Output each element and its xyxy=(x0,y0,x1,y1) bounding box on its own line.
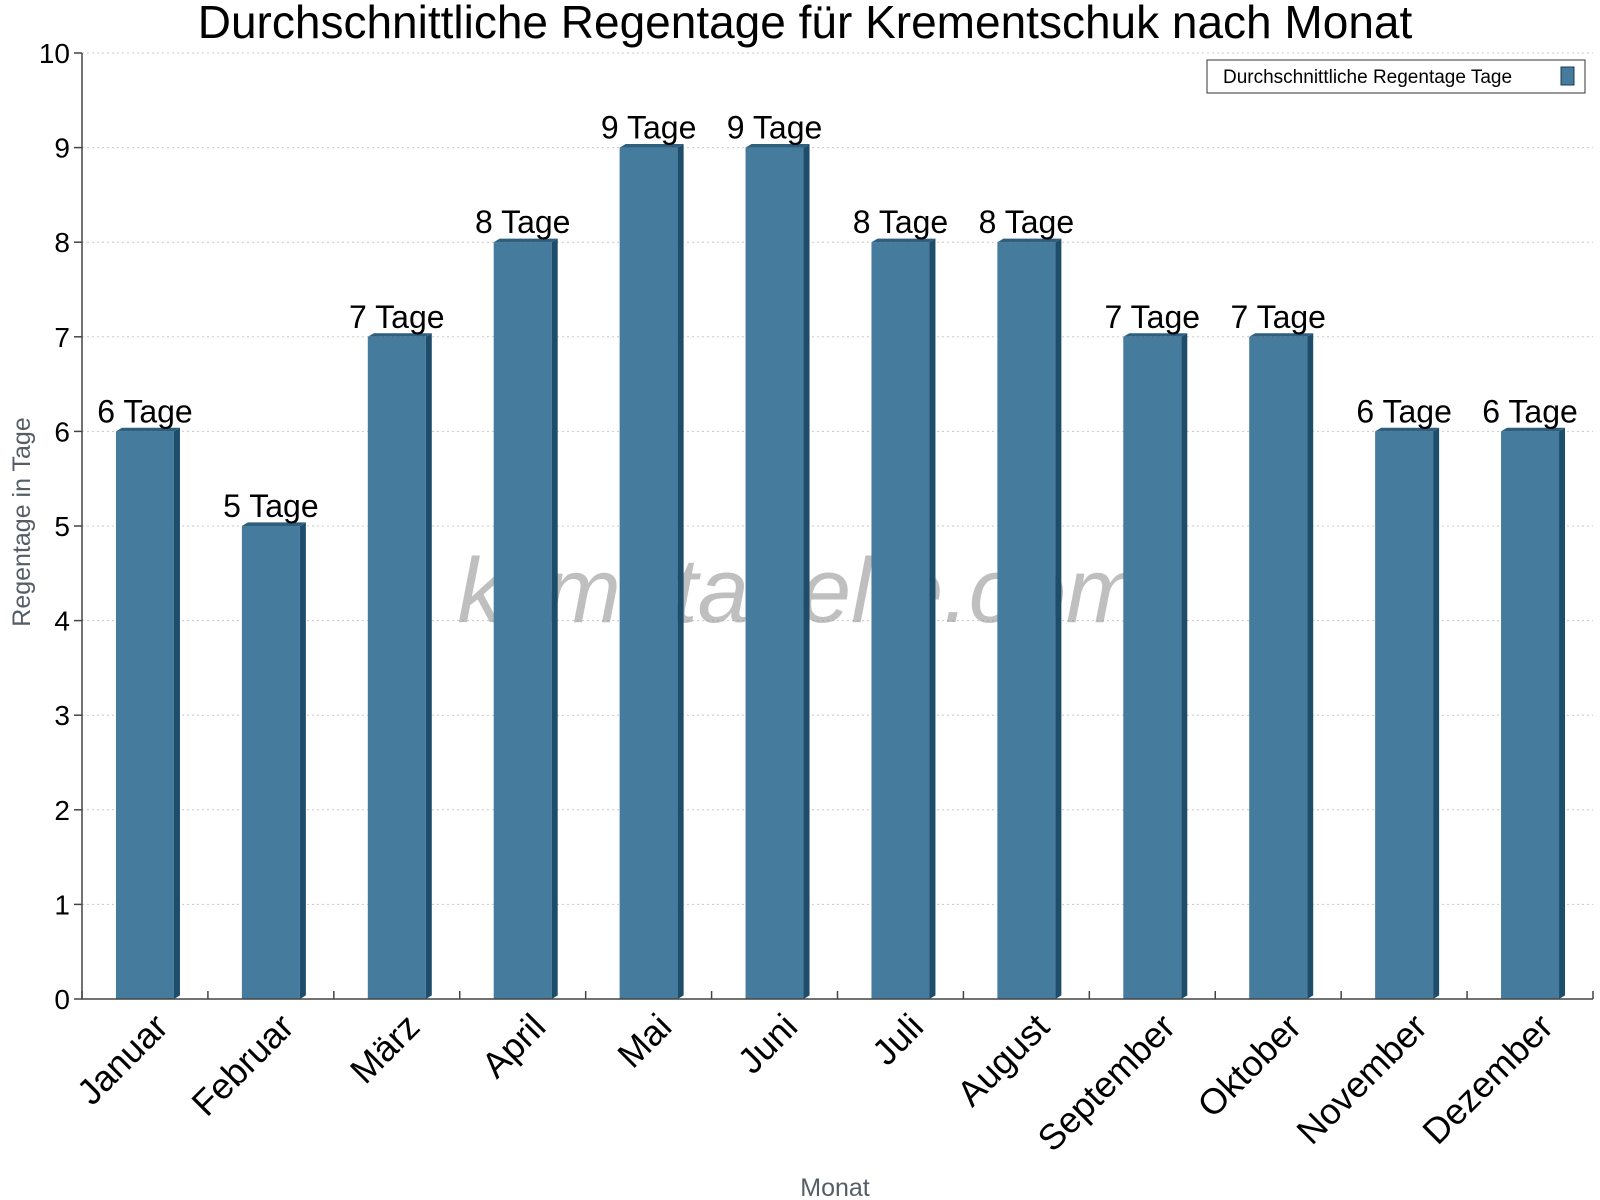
bar-side xyxy=(425,333,432,999)
data-label: 8 Tage xyxy=(979,204,1075,240)
y-tick-label: 10 xyxy=(39,38,70,69)
x-tick-label: Dezember xyxy=(1414,1006,1560,1152)
x-tick-label: Mai xyxy=(609,1006,679,1076)
bar-dezember xyxy=(1501,427,1566,999)
bar-front xyxy=(997,242,1056,999)
y-axis-title: Regentage in Tage xyxy=(8,417,36,626)
bar-top xyxy=(241,522,306,526)
legend-swatch xyxy=(1560,66,1575,86)
bar-top xyxy=(1501,427,1566,432)
x-tick-labels: Januar Februar März April Mai Juni Juli AugustS… xyxy=(69,1006,1561,1160)
y-tick-label: 5 xyxy=(54,511,70,542)
x-tick-label: November xyxy=(1288,1006,1434,1152)
y-tick-label: 6 xyxy=(54,416,70,447)
bar-top xyxy=(1375,427,1440,432)
bar-top xyxy=(115,427,180,432)
bar-side xyxy=(677,144,684,999)
y-tick-label: 3 xyxy=(54,700,70,731)
y-tick-labels: 0 1 2 3 4 5 6 7 8 9 10 xyxy=(39,38,70,1015)
x-tick-label: August xyxy=(949,1006,1057,1114)
data-label: 9 Tage xyxy=(601,110,697,146)
data-label: 7 Tage xyxy=(349,299,445,335)
bar-september xyxy=(1123,333,1188,999)
x-tick-label: März xyxy=(342,1006,428,1092)
bar-front xyxy=(367,336,426,999)
bar-top xyxy=(871,238,936,243)
bar-side xyxy=(1055,238,1062,1000)
data-label: 6 Tage xyxy=(1356,393,1452,429)
bar-top xyxy=(493,238,558,243)
bar-side xyxy=(551,238,558,1000)
y-tick-label: 0 xyxy=(54,984,70,1015)
y-tick-label: 4 xyxy=(54,606,70,637)
bar-side xyxy=(1181,333,1188,999)
bar-top xyxy=(1123,333,1188,337)
bar-front xyxy=(493,242,552,999)
x-tick-label: Oktober xyxy=(1189,1006,1309,1126)
x-tick-label: Februar xyxy=(183,1006,301,1124)
bar-juli xyxy=(871,238,936,1000)
bar-oktober xyxy=(1249,333,1314,999)
bar-side xyxy=(1559,427,1566,999)
y-tick-label: 9 xyxy=(54,133,70,164)
bar-front xyxy=(241,526,300,999)
data-label: 7 Tage xyxy=(1105,299,1201,335)
data-label: 9 Tage xyxy=(727,110,823,146)
bar-front xyxy=(1123,336,1182,999)
x-tick-label: Januar xyxy=(69,1006,176,1113)
data-label: 8 Tage xyxy=(475,204,571,240)
data-labels: 6 Tage 5 Tage 7 Tage 8 Tage 9 Tage 9 Tage 8 Ta… xyxy=(97,110,1578,524)
bar-märz xyxy=(367,333,432,999)
grid xyxy=(82,52,1593,905)
x-tick-label: Juli xyxy=(864,1006,931,1073)
bar-top xyxy=(1249,333,1314,337)
bar-top xyxy=(997,238,1062,243)
axes xyxy=(74,52,1594,1000)
bar-front xyxy=(745,147,804,1000)
legend-box xyxy=(1206,59,1586,94)
x-axis-title: Monat xyxy=(800,1174,870,1200)
bar-front xyxy=(619,147,678,1000)
data-label: 5 Tage xyxy=(223,488,319,524)
data-label: 6 Tage xyxy=(97,393,193,429)
bar-top xyxy=(619,144,684,148)
bar-front xyxy=(115,431,174,999)
bar-side xyxy=(803,144,810,999)
bar-november xyxy=(1375,427,1440,999)
bar-mai xyxy=(619,144,684,1000)
x-tick-label: September xyxy=(1029,1006,1183,1160)
bars xyxy=(115,144,1566,1000)
bar-front xyxy=(1249,336,1308,999)
x-tick-label: Juni xyxy=(730,1006,806,1082)
legend-label: Durchschnittliche Regentage Tage xyxy=(1223,67,1512,88)
x-tick-label: April xyxy=(473,1006,553,1086)
y-tick-label: 2 xyxy=(54,795,70,826)
y-tick-label: 7 xyxy=(54,322,70,353)
bar-februar xyxy=(241,522,306,999)
bar-side xyxy=(1307,333,1314,999)
bar-top xyxy=(745,144,810,148)
y-tick-label: 8 xyxy=(54,227,70,258)
bar-front xyxy=(1501,431,1560,999)
bar-august xyxy=(997,238,1062,1000)
bar-side xyxy=(299,522,306,999)
data-label: 6 Tage xyxy=(1482,393,1578,429)
y-tick-label: 1 xyxy=(54,889,70,920)
data-label: 7 Tage xyxy=(1230,299,1326,335)
bar-side xyxy=(1433,427,1440,999)
bar-side xyxy=(929,238,936,1000)
chart-title: Durchschnittliche Regentage für Krements… xyxy=(198,0,1413,48)
legend: Durchschnittliche Regentage Tage xyxy=(1206,59,1586,94)
bar-front xyxy=(1375,431,1434,999)
bar-januar xyxy=(115,427,180,999)
bar-juni xyxy=(745,144,810,1000)
bar-top xyxy=(367,333,432,337)
bar-side xyxy=(173,427,180,999)
bar-front xyxy=(871,242,930,999)
data-label: 8 Tage xyxy=(853,204,949,240)
bar-april xyxy=(493,238,558,1000)
